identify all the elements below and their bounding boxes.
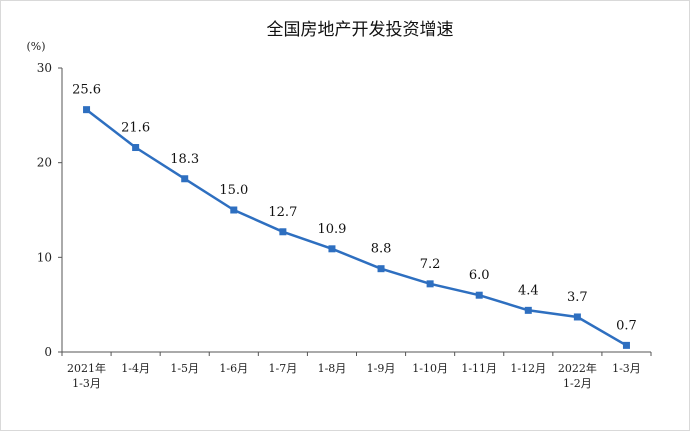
x-tick-label: 1-11月 [461, 362, 497, 375]
y-tick-label: 20 [37, 156, 52, 170]
data-label: 6.0 [469, 268, 490, 283]
data-point [230, 206, 238, 214]
x-tick-label: 1-6月 [219, 362, 248, 375]
data-point [132, 144, 140, 152]
x-tick-label: 2021年 1-3月 [67, 361, 106, 390]
x-tick-label-line: 1-12月 [510, 362, 546, 375]
data-labels: 25.6 21.6 18.3 15.0 12.7 10.9 8.8 7.2 6.0 4.4 3.7 0… [72, 83, 637, 334]
y-tick-label: 10 [37, 250, 52, 264]
x-tick-label: 1-5月 [170, 362, 199, 375]
x-tick-label-line: 2021年 [67, 361, 106, 375]
y-axis-unit: (%) [26, 40, 45, 53]
data-point [475, 291, 483, 299]
x-tick-label-line: 1-6月 [219, 362, 248, 375]
x-tick-label-line: 1-9月 [367, 362, 396, 375]
x-tick-label-line: 1-8月 [318, 362, 347, 375]
data-label: 25.6 [72, 83, 101, 98]
x-tick-label-line: 2022年 [558, 361, 597, 375]
x-tick-label: 1-4月 [121, 362, 150, 375]
data-label: 18.3 [170, 152, 199, 167]
data-point [573, 313, 581, 321]
x-tick-label-line: 1-3月 [612, 362, 641, 375]
data-label: 3.7 [567, 290, 588, 305]
data-label: 4.4 [518, 283, 539, 298]
data-label: 7.2 [420, 257, 441, 272]
data-label: 8.8 [371, 242, 392, 257]
data-label: 21.6 [121, 121, 150, 136]
y-tick-label: 30 [37, 61, 52, 75]
data-point [426, 280, 434, 288]
x-tick-label-line: 1-10月 [412, 362, 448, 375]
x-tick-label: 1-10月 [412, 362, 448, 375]
data-label: 0.7 [616, 318, 637, 333]
x-tick-label-line: 1-5月 [170, 362, 199, 375]
x-tick-label: 1-12月 [510, 362, 546, 375]
x-tick-label: 2022年 1-2月 [558, 361, 597, 390]
series-line [85, 108, 628, 347]
x-tick-label-line: 1-11月 [461, 362, 497, 375]
data-label: 12.7 [268, 205, 297, 220]
data-label: 15.0 [219, 183, 248, 198]
x-tick-label-line: 1-3月 [72, 377, 101, 390]
x-tick-label: 1-3月 [612, 362, 641, 375]
data-point [328, 245, 336, 253]
axes: 0 10 20 30 2021年 1-3月 1-4月 1-5月 1-6月 1-7月 1-8月 1-9月… [37, 61, 652, 390]
data-point [83, 106, 91, 114]
x-tick-label: 1-9月 [367, 362, 396, 375]
x-tick-label-line: 1-7月 [269, 362, 298, 375]
x-tick-label-line: 1-2月 [563, 377, 592, 390]
x-tick-label: 1-8月 [318, 362, 347, 375]
data-label: 10.9 [317, 222, 346, 237]
x-tick-label: 1-7月 [269, 362, 298, 375]
chart-title: 全国房地产开发投资增速 [267, 20, 454, 40]
data-point [524, 306, 532, 314]
data-point [279, 228, 287, 236]
data-point [377, 265, 385, 273]
data-point [181, 175, 189, 183]
y-tick-label: 0 [44, 345, 52, 359]
series-group [83, 106, 630, 349]
data-point [622, 341, 630, 349]
x-tick-label-line: 1-4月 [121, 362, 150, 375]
